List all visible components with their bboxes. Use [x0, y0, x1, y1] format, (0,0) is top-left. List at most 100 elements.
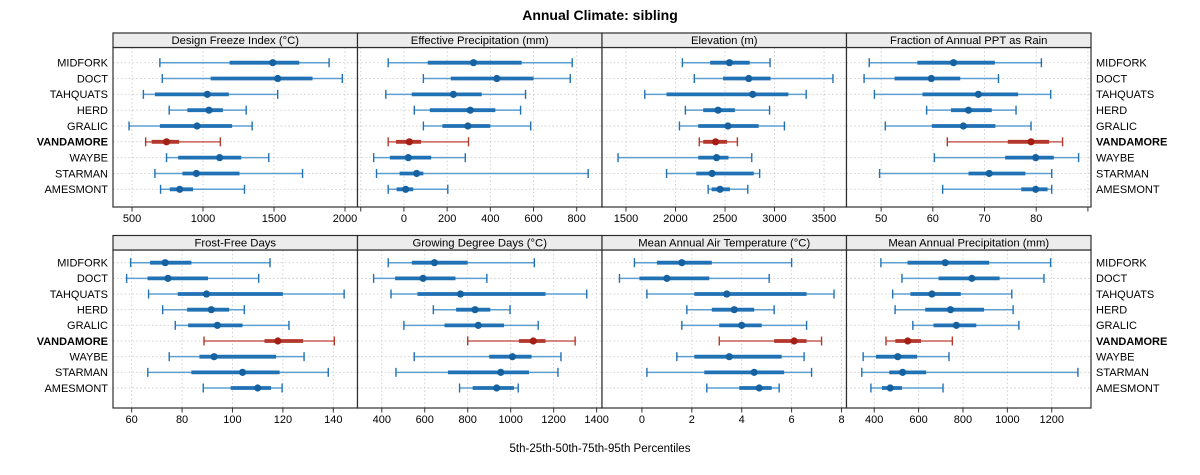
- median-dot: [202, 290, 211, 298]
- site-label-left: DOCT: [77, 73, 108, 85]
- panel-title: Fraction of Annual PPT as Rain: [890, 35, 1047, 47]
- axis-tick-label: 1200: [1039, 414, 1063, 426]
- site-label-right: HERD: [1096, 304, 1127, 316]
- median-dot: [730, 306, 738, 314]
- site-label-right: TAHQUATS: [1096, 289, 1154, 301]
- median-dot: [749, 90, 757, 98]
- site-label-right: DOCT: [1096, 73, 1127, 85]
- site-label-right: WAYBE: [1096, 152, 1135, 164]
- median-dot: [192, 169, 200, 178]
- panel-title: Effective Precipitation (mm): [411, 35, 549, 47]
- median-dot: [210, 353, 218, 361]
- axis-tick-label: 1500: [614, 213, 638, 225]
- site-label-left: STARMAN: [55, 367, 108, 379]
- panel-header: [845, 234, 1092, 251]
- median-dot: [430, 259, 439, 267]
- median-dot: [1032, 154, 1040, 162]
- site-label-left: TAHQUATS: [50, 89, 108, 101]
- median-dot: [419, 274, 427, 282]
- axis-tick-label: 80: [176, 414, 188, 426]
- axis-tick-label: 140: [324, 414, 342, 426]
- median-dot: [469, 59, 478, 67]
- median-dot: [712, 154, 721, 162]
- panel-area: [846, 250, 1091, 408]
- axis-tick-label: 200: [438, 213, 456, 225]
- median-dot: [723, 290, 731, 298]
- site-label-left: WAYBE: [69, 351, 108, 363]
- site-label-right: AMESMONT: [1096, 383, 1160, 395]
- panel-title: Mean Annual Air Temperature (°C): [638, 238, 810, 250]
- panel-title: Growing Degree Days (°C): [413, 238, 548, 250]
- axis-tick-label: 80: [1030, 213, 1042, 225]
- median-dot: [949, 59, 958, 67]
- panel-title: Mean Annual Precipitation (mm): [888, 238, 1049, 250]
- axis-tick-label: 100: [223, 414, 241, 426]
- axis-tick-label: 120: [274, 414, 292, 426]
- median-dot: [738, 321, 746, 329]
- median-dot: [1027, 138, 1035, 146]
- median-dot: [725, 59, 734, 67]
- median-dot: [725, 353, 733, 361]
- axis-tick-label: 1400: [584, 414, 608, 426]
- axis-tick-label: 600: [524, 213, 542, 225]
- axis-caption: 5th-25th-50th-75th-95th Percentiles: [509, 443, 691, 455]
- median-dot: [274, 337, 282, 345]
- axis-tick-label: 600: [416, 414, 434, 426]
- median-dot: [724, 122, 732, 130]
- median-dot: [274, 74, 282, 83]
- median-dot: [968, 274, 976, 282]
- panel-title: Frost-Free Days: [194, 238, 276, 250]
- panel-area: [113, 250, 358, 408]
- median-dot: [474, 321, 482, 329]
- median-dot: [207, 306, 215, 314]
- median-dot: [714, 106, 722, 114]
- median-dot: [663, 274, 671, 282]
- site-label-left: GRALIC: [67, 121, 108, 133]
- axis-tick-label: 2: [689, 414, 695, 426]
- site-label-left: DOCT: [77, 273, 108, 285]
- site-label-right: STARMAN: [1096, 168, 1149, 180]
- site-label-right: AMESMONT: [1096, 184, 1160, 196]
- axis-tick-label: 70: [978, 213, 990, 225]
- median-dot: [927, 74, 935, 83]
- median-dot: [755, 384, 763, 392]
- median-dot: [928, 290, 936, 298]
- chart-title: Annual Climate: sibling: [522, 7, 678, 23]
- median-dot: [750, 368, 758, 376]
- site-label-left: AMESMONT: [44, 383, 108, 395]
- axis-tick-label: 400: [481, 213, 499, 225]
- axis-tick-label: 0: [639, 414, 645, 426]
- median-dot: [269, 59, 277, 67]
- panel-title: Design Freeze Index (°C): [171, 35, 299, 47]
- site-label-right: HERD: [1096, 105, 1127, 117]
- median-dot: [708, 169, 716, 178]
- axis-tick-label: 0: [401, 213, 407, 225]
- median-dot: [904, 337, 912, 345]
- site-label-right: TAHQUATS: [1096, 89, 1154, 101]
- median-dot: [238, 368, 247, 376]
- site-label-left: VANDAMORE: [37, 336, 108, 348]
- median-dot: [449, 90, 457, 98]
- panel-area: [602, 250, 847, 408]
- panel-area: [113, 47, 358, 207]
- median-dot: [964, 106, 973, 114]
- site-label-left: GRALIC: [67, 320, 108, 332]
- median-dot: [162, 138, 171, 146]
- axis-tick-label: 60: [927, 213, 939, 225]
- axis-tick-label: 4: [739, 414, 745, 426]
- panel-header: [845, 32, 1092, 49]
- median-dot: [471, 306, 479, 314]
- median-dot: [894, 353, 902, 361]
- median-dot: [213, 321, 221, 329]
- median-dot: [508, 353, 517, 361]
- site-label-left: HERD: [77, 304, 108, 316]
- median-dot: [216, 154, 224, 162]
- median-dot: [952, 321, 960, 329]
- median-dot: [161, 259, 169, 267]
- axis-tick-label: 800: [568, 213, 586, 225]
- site-label-left: STARMAN: [55, 168, 108, 180]
- axis-tick-label: 1500: [262, 213, 286, 225]
- site-label-right: DOCT: [1096, 273, 1127, 285]
- median-dot: [959, 122, 967, 130]
